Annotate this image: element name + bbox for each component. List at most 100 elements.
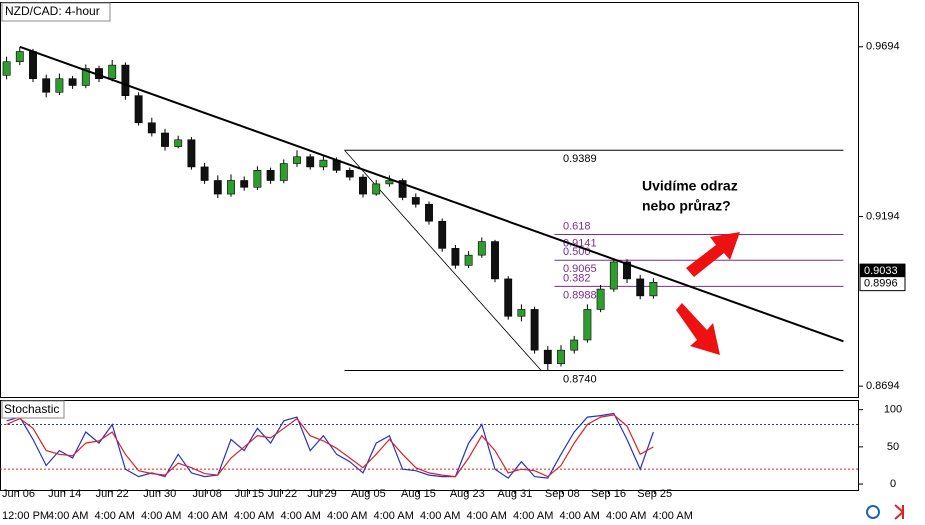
- y-tick-label: 50: [887, 441, 899, 453]
- fib-price: 0.8988: [563, 289, 597, 301]
- candle-body: [187, 139, 196, 168]
- time-label: 4:00 AM: [560, 510, 600, 522]
- time-label: 4:00 AM: [95, 510, 135, 522]
- candle-body: [609, 261, 618, 290]
- candle-body: [29, 51, 37, 79]
- arrow-up: [686, 232, 740, 277]
- time-label: 4:00 AM: [420, 510, 460, 522]
- main-panel: [0, 2, 859, 398]
- y-tick-label: 0.9694: [866, 41, 900, 53]
- x-tick-label: Aug 23: [450, 488, 485, 500]
- stochastic-title: Stochastic: [4, 402, 59, 416]
- x-tick-label: Jul 22: [268, 488, 297, 500]
- plot-layer: 0.8694 0.9194 0.9694 Jun 06 Jun 14 Jun 22 Jun …: [0, 41, 906, 522]
- candle-body: [596, 288, 605, 310]
- price-label-box: [859, 276, 906, 292]
- x-tick-label: Sep 08: [545, 488, 580, 500]
- candle-body: [213, 180, 222, 195]
- fib-price: 0.9141: [563, 237, 597, 249]
- candle-body: [55, 78, 64, 93]
- candle-body: [649, 282, 658, 297]
- x-tick-label: Jul 08: [193, 488, 222, 500]
- time-label: 4:00 AM: [141, 510, 181, 522]
- candle-body: [121, 64, 130, 96]
- candle-body: [385, 180, 394, 185]
- annotation: Uvidíme odraz: [642, 178, 738, 194]
- price-label: 0.8996: [864, 278, 898, 290]
- x-tick-label: Jun 22: [96, 488, 129, 500]
- x-tick-label: Aug 31: [497, 488, 532, 500]
- time-label: 4:00 AM: [281, 510, 321, 522]
- title-box: [1, 2, 111, 22]
- candle-body: [623, 261, 631, 280]
- candle-body: [306, 156, 315, 168]
- x-tick-label: Jul 29: [307, 488, 336, 500]
- trendline: [19, 45, 844, 343]
- candle-body: [200, 166, 209, 181]
- candle-body: [227, 180, 235, 195]
- x-tick-label: Jun 14: [48, 488, 81, 500]
- time-label: 4:00 AM: [327, 510, 367, 522]
- candle-body: [477, 241, 486, 256]
- candle-body: [636, 278, 645, 297]
- time-label: 4:00 AM: [513, 510, 553, 522]
- candle-body: [279, 163, 288, 181]
- candle-body: [108, 64, 117, 79]
- arrow-down: [676, 303, 720, 355]
- swing-line: [344, 150, 542, 371]
- candle-body: [15, 51, 24, 63]
- x-tick-label: Aug 15: [401, 488, 436, 500]
- time-label: 4:00 AM: [234, 510, 274, 522]
- icon[interactable]: [866, 505, 880, 519]
- candle-body: [42, 78, 51, 93]
- icon[interactable]: [894, 504, 905, 520]
- stochastic-title-box: [1, 400, 65, 419]
- retracement-label: 0.9389: [563, 153, 597, 165]
- fib-ratio: 0.618: [563, 220, 591, 232]
- candle-body: [134, 95, 143, 124]
- toolbar-icons[interactable]: [866, 504, 905, 520]
- candle-body: [372, 183, 381, 195]
- candle-body: [464, 254, 473, 266]
- annotation: nebo průraz?: [642, 198, 731, 214]
- candle-body: [425, 203, 433, 222]
- candle-body: [81, 68, 90, 86]
- time-label: 4:00 AM: [374, 510, 414, 522]
- chart-title: NZD/CAD: 4-hour: [5, 4, 100, 18]
- price-label: 0.9033: [864, 265, 898, 277]
- stochastic-panel: [0, 400, 859, 491]
- time-label: 12:00 PM: [2, 510, 49, 522]
- x-tick-label: Sep 16: [591, 488, 626, 500]
- time-label: 4:00 AM: [48, 510, 88, 522]
- y-tick-label: 0.9194: [866, 210, 900, 222]
- candle-body: [570, 339, 579, 351]
- candle-body: [491, 241, 499, 280]
- x-tick-label: Aug 05: [351, 488, 386, 500]
- candle-body: [398, 180, 407, 198]
- candle-body: [504, 278, 513, 317]
- candle-body: [345, 170, 354, 178]
- candle-body: [319, 159, 328, 168]
- stochastic-line: [6, 414, 654, 478]
- candle-body: [517, 309, 526, 317]
- time-label: 4:00 AM: [653, 510, 693, 522]
- candle-body: [451, 248, 460, 266]
- x-tick-label: Jul 15: [235, 488, 264, 500]
- candle-body: [174, 139, 183, 147]
- candle-body: [253, 170, 262, 188]
- candle-body: [2, 61, 11, 76]
- time-label: 4:00 AM: [606, 510, 646, 522]
- fib-ratio: 0.500: [563, 246, 591, 258]
- candle-body: [147, 122, 156, 134]
- candle-body: [293, 156, 301, 164]
- fib-price: 0.9065: [563, 263, 597, 275]
- candle-body: [266, 170, 275, 181]
- candle-body: [530, 309, 539, 351]
- candle-body: [359, 176, 367, 195]
- time-label: 4:00 AM: [188, 510, 228, 522]
- x-tick-label: Jun 30: [143, 488, 176, 500]
- time-label: 4:00 AM: [467, 510, 507, 522]
- candle-body: [68, 78, 77, 86]
- y-tick-label: 100: [884, 404, 902, 416]
